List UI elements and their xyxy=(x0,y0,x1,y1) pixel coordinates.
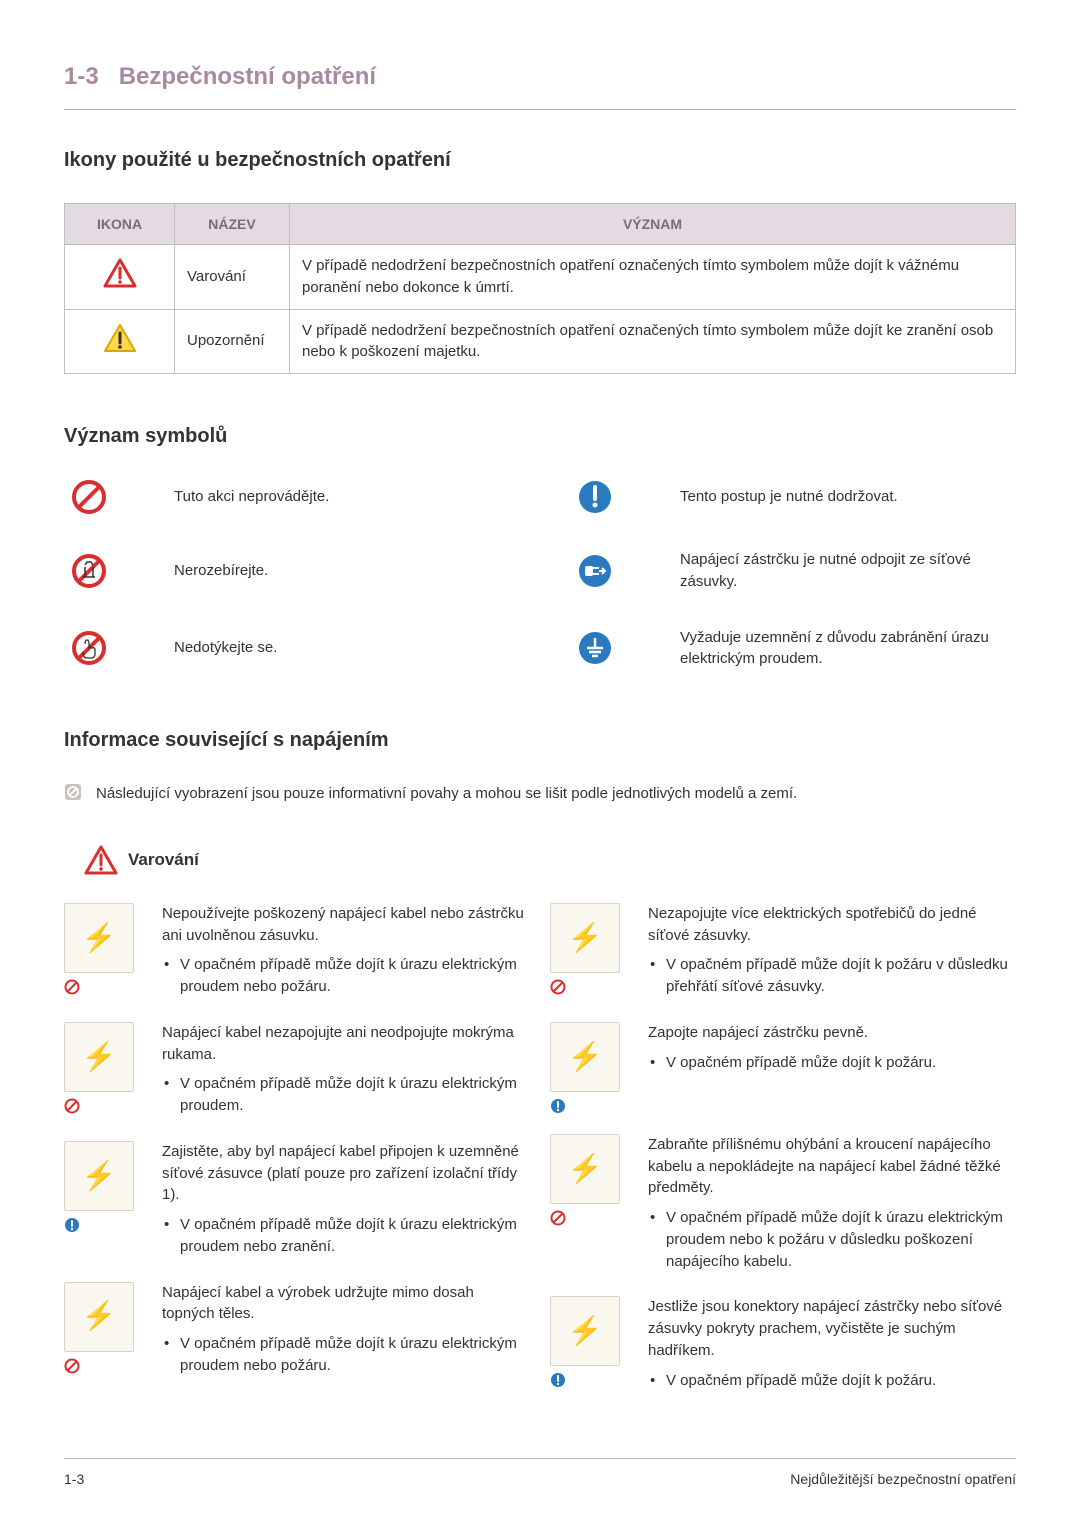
warning-main-text: Zajistěte, aby byl napájecí kabel připoj… xyxy=(162,1141,530,1206)
row-name: Varování xyxy=(175,245,290,310)
power-section-title: Informace související s napájením xyxy=(64,726,1016,755)
warning-main-text: Napájecí kabel a výrobek udržujte mimo d… xyxy=(162,1282,530,1326)
warning-main-text: Jestliže jsou konektory napájecí zástrčk… xyxy=(648,1296,1016,1361)
prohibit-badge-icon xyxy=(550,979,566,995)
footer-right: Nejdůležitější bezpečnostní opatření xyxy=(790,1469,1016,1489)
warning-bullet: V opačném případě může dojít k úrazu ele… xyxy=(162,954,530,998)
note-icon xyxy=(64,783,82,801)
warning-illustration: ⚡ xyxy=(64,1141,134,1211)
mandatory-badge-icon xyxy=(64,1217,80,1233)
info-note-text: Následující vyobrazení jsou pouze inform… xyxy=(96,783,797,805)
warning-item: ⚡ Napájecí kabel nezapojujte ani neodpoju… xyxy=(64,1022,530,1121)
page-footer: 1-3 Nejdůležitější bezpečnostní opatření xyxy=(64,1458,1016,1489)
warning-bullet: V opačném případě může dojít k úrazu ele… xyxy=(162,1073,530,1117)
footer-left: 1-3 xyxy=(64,1469,84,1489)
warning-illustration: ⚡ xyxy=(550,1296,620,1366)
symbol-label: Nerozebírejte. xyxy=(174,560,510,582)
prohibit-badge-icon xyxy=(550,1210,566,1226)
symbol-label: Napájecí zástrčku je nutné odpojit ze sí… xyxy=(680,549,1016,593)
symbol-label: Tento postup je nutné dodržovat. xyxy=(680,486,1016,508)
warning-label: Varování xyxy=(128,848,199,873)
caution-icon xyxy=(103,323,137,353)
warning-item: ⚡ Zapojte napájecí zástrčku pevně. V opačn… xyxy=(550,1022,1016,1114)
th-icon: IKONA xyxy=(65,203,175,244)
warning-item: ⚡ Nezapojujte více elektrických spotřebič… xyxy=(550,903,1016,1002)
warning-illustration: ⚡ xyxy=(64,1282,134,1352)
warning-main-text: Nezapojujte více elektrických spotřebičů… xyxy=(648,903,1016,947)
info-note: Následující vyobrazení jsou pouze inform… xyxy=(64,783,1016,805)
th-name: NÁZEV xyxy=(175,203,290,244)
prohibit-badge-icon xyxy=(64,1098,80,1114)
prohibit-icon xyxy=(71,479,107,515)
row-meaning: V případě nedodržení bezpečnostních opat… xyxy=(290,245,1016,310)
warning-item: ⚡ Nepoužívejte poškozený napájecí kabel n… xyxy=(64,903,530,1002)
warning-bullet: V opačném případě může dojít k požáru. xyxy=(648,1052,1016,1074)
warning-illustration: ⚡ xyxy=(550,903,620,973)
warning-bullet: V opačném případě může dojít k požáru v … xyxy=(648,954,1016,998)
row-meaning: V případě nedodržení bezpečnostních opat… xyxy=(290,309,1016,374)
table-row: Varování V případě nedodržení bezpečnost… xyxy=(65,245,1016,310)
warning-item: ⚡ Zabraňte přílišnému ohýbání a kroucení … xyxy=(550,1134,1016,1277)
unplug-icon xyxy=(577,553,613,589)
warning-illustration: ⚡ xyxy=(550,1134,620,1204)
warning-illustration: ⚡ xyxy=(64,903,134,973)
warning-icon xyxy=(84,845,118,875)
th-meaning: VÝZNAM xyxy=(290,203,1016,244)
row-name: Upozornění xyxy=(175,309,290,374)
mandatory-badge-icon xyxy=(550,1372,566,1388)
symbol-label: Nedotýkejte se. xyxy=(174,637,510,659)
warning-illustration: ⚡ xyxy=(550,1022,620,1092)
warning-main-text: Nepoužívejte poškozený napájecí kabel ne… xyxy=(162,903,530,947)
ground-icon xyxy=(577,630,613,666)
table-row: Upozornění V případě nedodržení bezpečno… xyxy=(65,309,1016,374)
warning-header: Varování xyxy=(84,845,1016,875)
warning-item: ⚡ Jestliže jsou konektory napájecí zástrč… xyxy=(550,1296,1016,1395)
section-heading: 1-3 Bezpečnostní opatření xyxy=(64,60,1016,110)
icon-table: IKONA NÁZEV VÝZNAM Varování V případě ne… xyxy=(64,203,1016,374)
warning-illustration: ⚡ xyxy=(64,1022,134,1092)
no-disassemble-icon xyxy=(71,553,107,589)
symbol-label: Tuto akci neprovádějte. xyxy=(174,486,510,508)
warning-bullet: V opačném případě může dojít k úrazu ele… xyxy=(162,1333,530,1377)
warning-main-text: Zapojte napájecí zástrčku pevně. xyxy=(648,1022,1016,1044)
warning-bullet: V opačném případě může dojít k požáru. xyxy=(648,1370,1016,1392)
warning-bullet: V opačném případě může dojít k úrazu ele… xyxy=(648,1207,1016,1272)
prohibit-badge-icon xyxy=(64,1358,80,1374)
symbol-label: Vyžaduje uzemnění z důvodu zabránění úra… xyxy=(680,627,1016,671)
section-title: Bezpečnostní opatření xyxy=(119,63,376,90)
symbols-title: Význam symbolů xyxy=(64,422,1016,451)
warning-icon xyxy=(103,258,137,288)
symbols-grid: Tuto akci neprovádějte. Tento postup je … xyxy=(64,479,1016,670)
warning-item: ⚡ Zajistěte, aby byl napájecí kabel připo… xyxy=(64,1141,530,1262)
warning-bullet: V opačném případě může dojít k úrazu ele… xyxy=(162,1214,530,1258)
mandatory-exclaim-icon xyxy=(577,479,613,515)
warning-main-text: Napájecí kabel nezapojujte ani neodpojuj… xyxy=(162,1022,530,1066)
warning-main-text: Zabraňte přílišnému ohýbání a kroucení n… xyxy=(648,1134,1016,1199)
icon-table-title: Ikony použité u bezpečnostních opatření xyxy=(64,146,1016,175)
warning-item: ⚡ Napájecí kabel a výrobek udržujte mimo … xyxy=(64,1282,530,1381)
no-touch-icon xyxy=(71,630,107,666)
mandatory-badge-icon xyxy=(550,1098,566,1114)
warnings-columns: ⚡ Nepoužívejte poškozený napájecí kabel n… xyxy=(64,903,1016,1416)
section-number: 1-3 xyxy=(64,63,99,90)
prohibit-badge-icon xyxy=(64,979,80,995)
